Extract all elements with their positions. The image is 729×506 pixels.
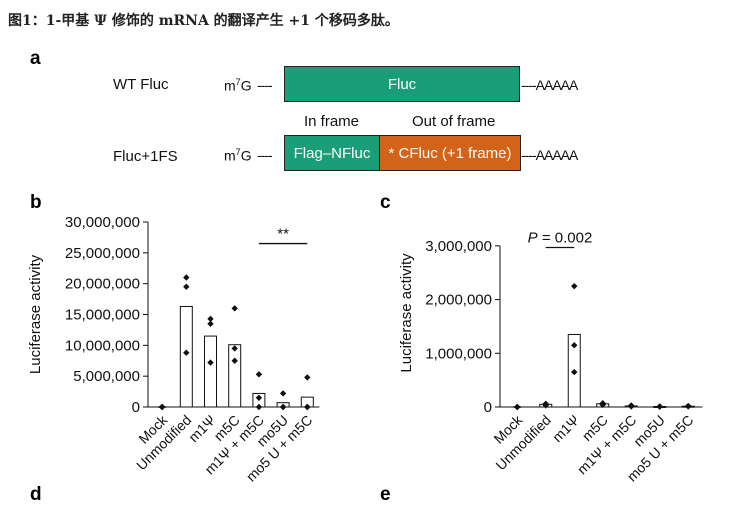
linker-5-fs: ---- [257, 147, 273, 163]
cap-m7g-fs: m7G [224, 147, 252, 164]
significance-label: P = 0.002 [528, 229, 593, 246]
frame-label-in: In frame [304, 113, 360, 130]
data-point [231, 305, 238, 312]
data-point [514, 403, 521, 411]
data-point [279, 403, 287, 411]
segment-flag-nfluc: Flag–NFluc [284, 135, 380, 171]
cap-end: G [240, 147, 252, 164]
panel-letter-e: e [380, 484, 391, 505]
data-point [231, 357, 238, 364]
significance-value: = 0.002 [538, 229, 593, 246]
data-point [279, 390, 287, 397]
bar [204, 335, 217, 408]
figure-caption: 图1：1-甲基 Ψ 修饰的 mRNA 的翻译产生 +1 个移码多肽。 [8, 13, 399, 29]
bar [179, 305, 193, 408]
data-point [158, 403, 166, 411]
data-point [207, 315, 214, 323]
y-tick-label: 0 [132, 399, 140, 416]
y-tick-label: 5,000,000 [73, 368, 140, 385]
construct-label-wt: WT Fluc [113, 76, 169, 93]
y-axis-label: Luciferase activity [398, 253, 415, 373]
data-point [304, 374, 311, 381]
significance-p: P [528, 229, 538, 246]
panel-letter-c: c [380, 192, 391, 213]
data-point [183, 274, 190, 281]
y-axis-label: Luciferase activity [27, 254, 44, 374]
panel-letter-b: b [30, 192, 42, 213]
data-point [207, 320, 214, 327]
data-point [685, 403, 692, 410]
y-tick-label: 10,000,000 [65, 337, 140, 354]
chart-c-group: 0 1,000,000 2,000,000 3,000,000 Luciferase a… [398, 229, 703, 484]
construct-label-fs: Fluc+1FS [113, 148, 178, 165]
tail-fs: ----AAAAA [521, 147, 578, 163]
data-point [599, 401, 606, 409]
y-tick-label: 20,000,000 [65, 276, 140, 293]
panel-letter-a: a [30, 48, 41, 69]
frame-label-out: Out of frame [412, 113, 496, 130]
segment-fluc: Fluc [284, 66, 520, 102]
data-point [183, 349, 190, 356]
data-point [628, 403, 635, 410]
data-point [255, 371, 263, 378]
cap-base: m [224, 147, 236, 164]
data-point [571, 342, 578, 349]
linker-5-wt: ---- [257, 77, 273, 93]
data-point [571, 282, 578, 290]
data-point [304, 403, 311, 411]
data-point [183, 283, 190, 290]
y-tick-label: 25,000,000 [65, 245, 140, 262]
cap-sup: 7 [235, 147, 241, 157]
segment-cfluc-plus1: * CFluc (+1 frame) [379, 135, 521, 171]
data-point [255, 394, 263, 401]
bar [228, 344, 242, 408]
data-point [656, 403, 663, 410]
tail-wt: ----AAAAA [521, 77, 578, 93]
data-point [255, 403, 263, 411]
cap-sup: 7 [235, 77, 241, 87]
y-tick-label: 0 [484, 399, 492, 416]
y-tick-label: 30,000,000 [65, 214, 140, 231]
y-tick-label: 3,000,000 [425, 238, 492, 255]
cap-m7g-wt: m7G [224, 77, 252, 94]
cap-end: G [240, 77, 252, 94]
significance-label: ** [277, 226, 289, 243]
y-tick-label: 1,000,000 [425, 345, 492, 362]
data-point [231, 345, 238, 352]
cap-base: m [224, 77, 236, 94]
panel-letter-d: d [30, 484, 42, 505]
x-tick-label: m1Ψ [549, 412, 582, 445]
data-point [542, 402, 549, 409]
y-tick-label: 2,000,000 [425, 292, 492, 309]
y-tick-label: 15,000,000 [65, 307, 140, 324]
data-point [571, 368, 578, 376]
data-point [207, 359, 214, 366]
